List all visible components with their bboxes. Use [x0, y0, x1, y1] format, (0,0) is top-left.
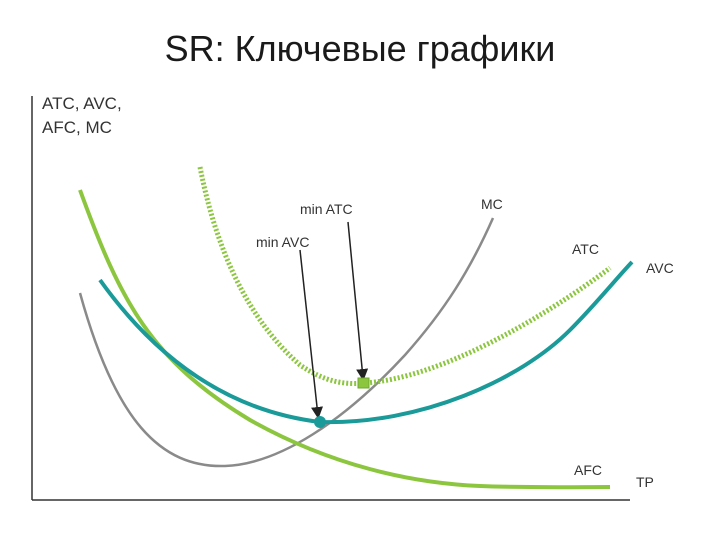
y-axis-label-line-2: AFC, MC	[42, 118, 112, 137]
mc-curve	[78, 217, 495, 468]
afc-curve	[78, 189, 611, 490]
avc-curve	[98, 260, 634, 425]
x-axis-label: TP	[636, 474, 654, 490]
min-atc-marker	[357, 377, 370, 389]
chart-title: SR: Ключевые графики	[164, 28, 556, 69]
mc-label: MC	[481, 196, 503, 212]
atc-label: ATC	[572, 241, 599, 257]
min-avc-label: min AVC	[256, 234, 309, 250]
y-axis-label-line-1: ATC, AVC,	[42, 94, 122, 113]
min-atc-label: min ATC	[300, 201, 353, 217]
min-avc-marker	[314, 416, 326, 428]
min-avc-arrow	[299, 249, 323, 419]
y-axis-label: ATC, AVC, AFC, MC	[42, 92, 122, 140]
min-atc-arrow	[347, 221, 369, 381]
afc-label: AFC	[574, 462, 602, 478]
atc-curve	[197, 166, 612, 386]
avc-label: AVC	[646, 260, 674, 276]
